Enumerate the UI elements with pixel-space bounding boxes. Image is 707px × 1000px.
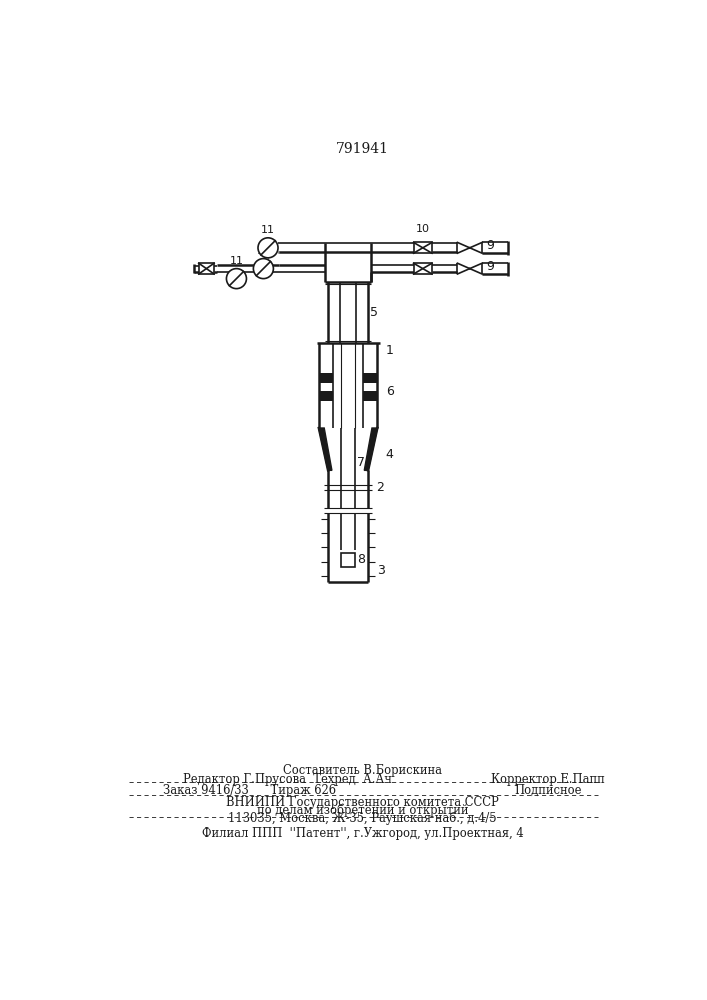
Circle shape <box>226 269 247 289</box>
Bar <box>363 391 377 401</box>
Bar <box>320 391 333 401</box>
Circle shape <box>253 259 274 279</box>
Text: Филиал ППП  ''Патент'', г.Ужгород, ул.Проектная, 4: Филиал ППП ''Патент'', г.Ужгород, ул.Про… <box>202 827 524 840</box>
Text: Заказ 9416/33      Тираж 626: Заказ 9416/33 Тираж 626 <box>163 784 337 797</box>
Text: по делам изобретений и открытий: по делам изобретений и открытий <box>257 804 469 817</box>
Text: Редактор Г.Прусова  Техред  А.Ач: Редактор Г.Прусова Техред А.Ач <box>182 773 392 786</box>
Text: 3: 3 <box>377 564 385 577</box>
Text: 10: 10 <box>416 224 430 234</box>
Bar <box>320 373 333 383</box>
Text: 9: 9 <box>486 260 495 273</box>
Text: 11: 11 <box>230 256 243 266</box>
Polygon shape <box>319 428 332 470</box>
Text: 6: 6 <box>386 385 394 398</box>
Text: 791941: 791941 <box>337 142 390 156</box>
Bar <box>341 553 355 567</box>
Text: 113035, Москва, Ж-35, Раушская наб., д.4/5: 113035, Москва, Ж-35, Раушская наб., д.4… <box>228 812 497 825</box>
Text: Составитель В.Борискина: Составитель В.Борискина <box>284 764 442 777</box>
Text: 9: 9 <box>486 239 495 252</box>
Bar <box>414 263 432 274</box>
Circle shape <box>258 238 278 258</box>
Text: 11: 11 <box>261 225 275 235</box>
Text: 10: 10 <box>416 245 430 255</box>
Text: 1: 1 <box>386 344 394 358</box>
Text: 8: 8 <box>357 553 366 566</box>
Text: 4: 4 <box>386 448 394 461</box>
Text: 5: 5 <box>370 306 378 319</box>
Text: 2: 2 <box>377 481 385 494</box>
Bar <box>414 242 432 253</box>
Text: Корректор Е.Папп: Корректор Е.Папп <box>491 773 605 786</box>
Text: ВНИИПИ Государственного комитета СССР: ВНИИПИ Государственного комитета СССР <box>226 796 499 809</box>
Polygon shape <box>364 428 378 470</box>
Bar <box>199 263 214 274</box>
Bar <box>363 373 377 383</box>
Text: Подписное: Подписное <box>515 784 582 797</box>
Text: 7: 7 <box>357 456 366 469</box>
Text: 11: 11 <box>257 246 270 256</box>
